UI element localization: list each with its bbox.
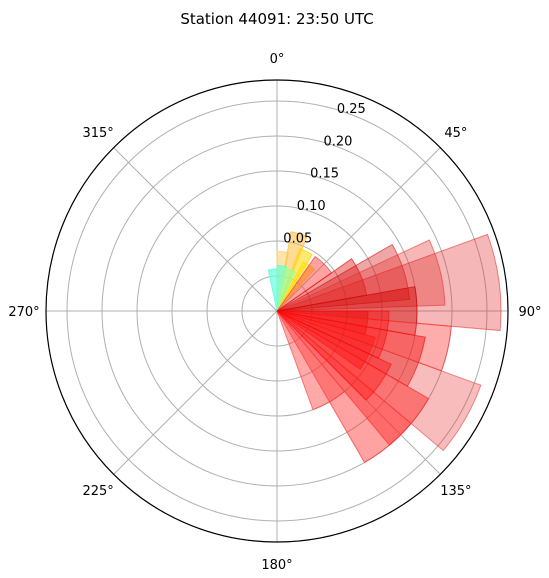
angle-tick-label: 180° — [261, 558, 292, 573]
angle-tick-label: 0° — [270, 52, 285, 67]
radial-tick-labels: 0.05 0.10 0.15 0.20 0.25 — [283, 102, 366, 246]
angle-tick-label: 225° — [82, 484, 113, 499]
polar-bar — [276, 310, 346, 411]
chart-title: Station 44091: 23:50 UTC — [180, 10, 373, 28]
polar-bar — [276, 310, 482, 452]
polar-spine — [45, 79, 509, 543]
polar-bar — [276, 310, 412, 464]
polar-bar — [276, 243, 411, 312]
angle-tick-label: 270° — [8, 305, 39, 320]
angle-tick-labels: 0° 45° 90° 135° 180° 225° 270° 315° — [8, 52, 541, 573]
grid-spoke — [113, 310, 278, 475]
polar-bar — [276, 233, 502, 332]
angle-tick-label: 315° — [82, 126, 113, 141]
radial-tick-label: 0.20 — [323, 134, 352, 149]
polar-bar — [276, 239, 446, 312]
radial-tick-label: 0.05 — [283, 231, 312, 246]
polar-bar — [276, 267, 297, 312]
bars-layer — [267, 231, 502, 464]
angle-tick-label: 90° — [518, 305, 541, 320]
polar-bar — [267, 268, 278, 312]
radial-tick-label: 0.25 — [337, 102, 366, 117]
angle-tick-label: 45° — [444, 126, 467, 141]
outer-spine — [45, 79, 509, 543]
angle-tick-label: 135° — [440, 484, 471, 499]
grid-spoke — [113, 147, 278, 312]
polar-bar — [276, 310, 392, 401]
grid-spoke — [276, 147, 441, 312]
radial-tick-label: 0.10 — [297, 199, 326, 214]
radial-tick-label: 0.15 — [310, 167, 339, 182]
